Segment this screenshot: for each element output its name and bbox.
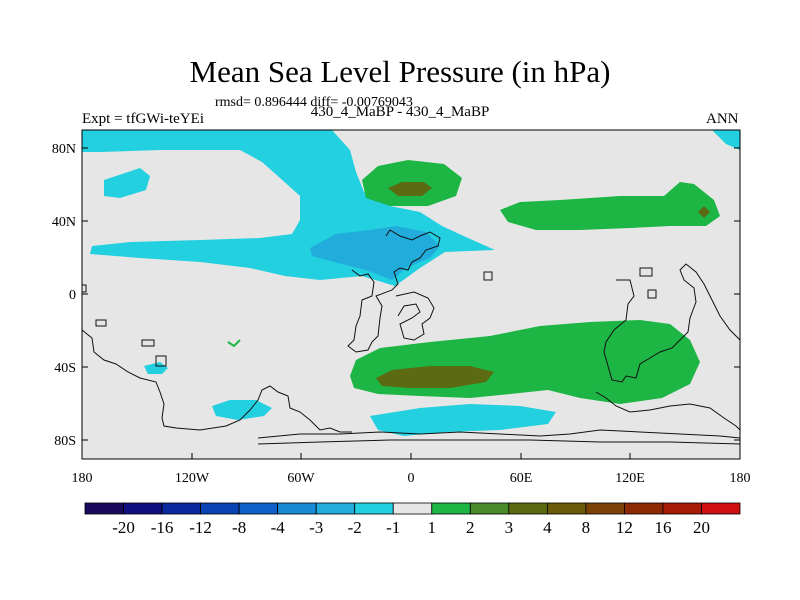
y-tick-label-1: 40N <box>52 215 76 230</box>
coastlines <box>82 229 740 445</box>
coastline-central-america <box>95 319 107 327</box>
coastline-australia <box>603 263 740 383</box>
pos-region-asia-pacific <box>500 182 720 230</box>
colorbar-box-6 <box>315 502 356 515</box>
y-tick-label-2: 0 <box>69 288 76 303</box>
x-tick-label-3: 0 <box>408 471 415 486</box>
colorbar-label-3: -8 <box>232 518 246 537</box>
coastline-antarctica-shelf <box>257 439 740 445</box>
colorbar-label-7: -1 <box>386 518 400 537</box>
pos-core-north-pacific <box>698 206 710 218</box>
coastline-south-pacific-island-2 <box>155 355 167 367</box>
neg-region-southern-ocean <box>370 404 556 436</box>
colorbar-label-0: -20 <box>112 518 135 537</box>
colorbar-label-8: 1 <box>428 518 437 537</box>
x-tick-label-2: 60W <box>287 471 315 486</box>
coastline-new-guinea <box>595 391 740 431</box>
colorbar-box-12 <box>546 502 587 515</box>
y-tick-label-0: 80N <box>52 142 76 157</box>
axis-ticks <box>81 147 741 459</box>
colorbar-label-5: -3 <box>309 518 323 537</box>
colorbar-label-11: 4 <box>543 518 552 537</box>
colorbar-box-7 <box>354 502 394 515</box>
colorbar-label-10: 3 <box>505 518 514 537</box>
colorbar-box-15 <box>662 502 702 515</box>
colorbar-box-0 <box>84 502 124 515</box>
colorbar-box-5 <box>277 502 317 515</box>
coastline-asia-2 <box>647 289 657 299</box>
pos-core-europe <box>388 182 432 196</box>
stats-text: rmsd= 0.896444 diff= -0.00769043 <box>215 95 413 110</box>
coastline-africa <box>347 229 441 353</box>
x-tick-label-5: 120E <box>615 471 645 486</box>
colorbar-box-16 <box>701 502 741 515</box>
colorbar-box-1 <box>123 502 163 515</box>
y-tick-labels: 80N 40N 0 40S 80S <box>52 142 76 449</box>
colorbar-box-2 <box>161 502 201 515</box>
neg-region-south-pacific <box>144 362 168 374</box>
neg-region-ne <box>712 130 740 150</box>
colorbar: -20 -16 -12 -8 -4 -3 -2 -1 1 2 3 4 8 12 16 20 <box>84 502 741 537</box>
colorbar-label-9: 2 <box>466 518 475 537</box>
coastline-madagascar <box>395 291 435 341</box>
colorbar-label-14: 16 <box>654 518 671 537</box>
pos-mark-pacific <box>227 339 241 348</box>
coastline-asia <box>639 267 653 277</box>
colorbar-label-1: -16 <box>151 518 174 537</box>
colorbar-label-12: 8 <box>582 518 591 537</box>
x-tick-label-0: 180 <box>72 471 93 486</box>
colorbar-box-10 <box>469 502 510 515</box>
coastline-north-america <box>82 284 87 293</box>
coastline-arabia <box>483 271 493 281</box>
season-label: ANN <box>706 111 739 127</box>
x-tick-labels: 180 120W 60W 0 60E 120E 180 <box>72 471 751 486</box>
colorbar-label-6: -2 <box>348 518 362 537</box>
colorbar-box-3 <box>200 502 240 515</box>
neg-region-nw <box>104 168 150 198</box>
plot-title: Mean Sea Level Pressure (in hPa) <box>189 54 611 89</box>
colorbar-box-4 <box>238 502 279 515</box>
colorbar-box-11 <box>508 502 548 515</box>
colorbar-label-13: 12 <box>616 518 633 537</box>
coastline-antarctica-west <box>82 329 352 433</box>
coastline-south-pacific-island <box>141 339 155 347</box>
y-tick-label-3: 40S <box>54 361 76 376</box>
x-tick-label-4: 60E <box>510 471 533 486</box>
expt-label: Expt = tfGWi-teYEi <box>82 111 204 127</box>
colorbar-box-8 <box>392 502 433 515</box>
colorbar-box-14 <box>624 502 664 515</box>
colorbar-box-13 <box>585 502 625 515</box>
coastline-antarctica-east <box>257 429 740 439</box>
colorbar-label-2: -12 <box>189 518 212 537</box>
y-tick-label-4: 80S <box>54 434 76 449</box>
neg-core-atlantic <box>310 226 440 280</box>
x-tick-label-1: 120W <box>175 471 210 486</box>
pos-core-south-atlantic <box>376 366 494 388</box>
neg-region-south-atlantic <box>212 400 272 420</box>
case-label: 430_4_MaBP - 430_4_MaBP <box>310 104 490 120</box>
x-tick-label-6: 180 <box>730 471 751 486</box>
colorbar-label-15: 20 <box>693 518 710 537</box>
colorbar-label-4: -4 <box>271 518 286 537</box>
colorbar-box-9 <box>431 502 471 515</box>
field-shading <box>82 130 740 436</box>
